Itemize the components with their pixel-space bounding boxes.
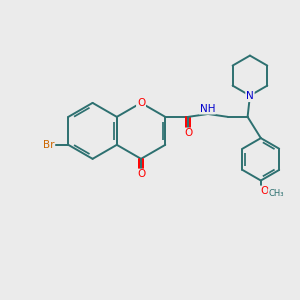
Text: CH₃: CH₃	[268, 189, 284, 198]
Text: O: O	[260, 186, 269, 197]
Text: N: N	[246, 91, 254, 101]
Text: Br: Br	[43, 140, 54, 150]
Text: O: O	[137, 169, 145, 179]
Text: O: O	[137, 98, 145, 108]
Text: O: O	[184, 128, 192, 138]
Text: NH: NH	[200, 104, 215, 114]
